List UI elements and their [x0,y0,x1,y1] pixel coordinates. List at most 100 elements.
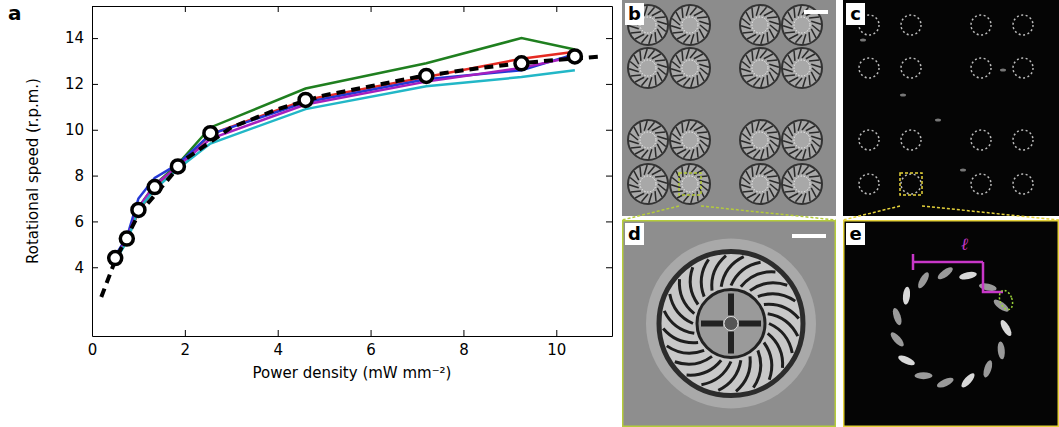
rotor-blade [701,259,708,296]
bacterium [900,94,906,97]
scale-bar [804,10,828,14]
x-tick-mark-top [278,6,279,12]
rotor-bacteria [901,174,921,194]
panel-border [843,220,1059,427]
x-tick-mark-top [556,6,557,12]
rotor-blade [743,190,753,192]
rotor-blade [753,350,760,387]
fit-line [101,56,602,297]
rotor-blade [760,166,767,174]
rotor-blade [802,122,809,130]
rotor-blade [747,149,756,154]
y-tick: 6 [74,213,98,231]
y-tick-label: 8 [74,167,84,185]
y-tick-mark [92,38,98,39]
rotor-blade [811,29,816,38]
rotor-hub [640,176,656,192]
rotor-blade [700,25,708,32]
rotor-blade [675,356,712,364]
bacterium [889,330,906,348]
rotor-blade [681,123,683,133]
y-tick-mark-right [606,267,612,268]
rotor-blade [766,32,768,42]
rotor-hub [752,176,768,192]
x-tick-label: 0 [88,341,98,359]
rotor-blade [683,78,690,86]
rotor-blade [672,133,680,140]
rotor-spoke [739,321,761,327]
rotor-blade [743,31,753,33]
y-axis: 468101214 [65,7,98,337]
rotor-blade [793,51,795,61]
rotor-blade [746,55,751,64]
data-point [299,93,312,106]
tick [463,6,464,12]
rotor-blade [629,26,639,29]
rotor-blade [700,68,708,75]
tick [606,267,612,268]
x-axis-title: Power density (mW mm⁻²) [253,364,452,382]
rotor [782,120,822,160]
rotor-blade [788,171,793,180]
panel-label: b [628,3,641,24]
bacterium [982,359,994,378]
rotor-blade [672,18,680,25]
y-tick-label: 12 [65,75,84,93]
rotor-blade [758,294,795,301]
series-line [115,70,575,260]
data-point [204,127,217,140]
rotor-blade [699,64,709,67]
rotor-blade [753,194,760,202]
series-line [115,54,575,256]
rotor-blade [767,175,777,177]
rotor-blade [634,171,639,180]
rotor-blade [753,150,760,158]
rotor-blade [639,123,641,133]
panel-label: a [8,1,22,25]
rotor-blade [635,77,644,82]
rotor-blade [690,122,697,130]
x-tick: 2 [181,330,191,359]
image-background [622,0,836,216]
rotor-blade [751,8,753,18]
image-panel: d [622,220,836,427]
rotor-blade [770,184,778,191]
rotor-blade [751,51,753,61]
plot-area [101,38,602,297]
x-tick-mark [185,330,186,336]
rotor-spoke [728,294,734,316]
rotor-blade [753,78,760,86]
rotor-rim [659,252,803,396]
zoom-box [679,173,701,195]
bacterium-outline [997,289,1015,312]
rotor-blade [806,126,815,131]
rotor-blade [629,185,639,188]
rotor-blade [743,146,753,148]
rotor-blade [766,75,768,85]
rotor-bacteria [971,130,991,150]
bacterium [936,265,955,281]
bacterium [915,372,933,379]
tick [606,84,612,85]
bracket-line [913,254,1003,292]
y-tick-label: 10 [65,121,84,139]
image-background [843,220,1059,427]
y-tick-mark [92,130,98,131]
data-point [109,252,122,265]
y-axis-line [92,7,93,337]
rotor-blade [641,35,648,43]
rotor [628,164,668,204]
rotor-blade [634,127,639,136]
tick [371,6,372,12]
bacterium [992,298,1011,314]
rotor-hub [752,17,768,33]
rotor-blade [746,171,751,180]
rotor-blade [769,180,779,183]
rotor-blade [677,149,686,154]
rotor [628,48,668,88]
length-bracket [913,254,1015,311]
x-tick-mark-top [371,6,372,12]
rotor-blade [767,131,777,133]
x-axis: 0246810 [88,330,613,359]
rotor-blade [697,16,707,18]
